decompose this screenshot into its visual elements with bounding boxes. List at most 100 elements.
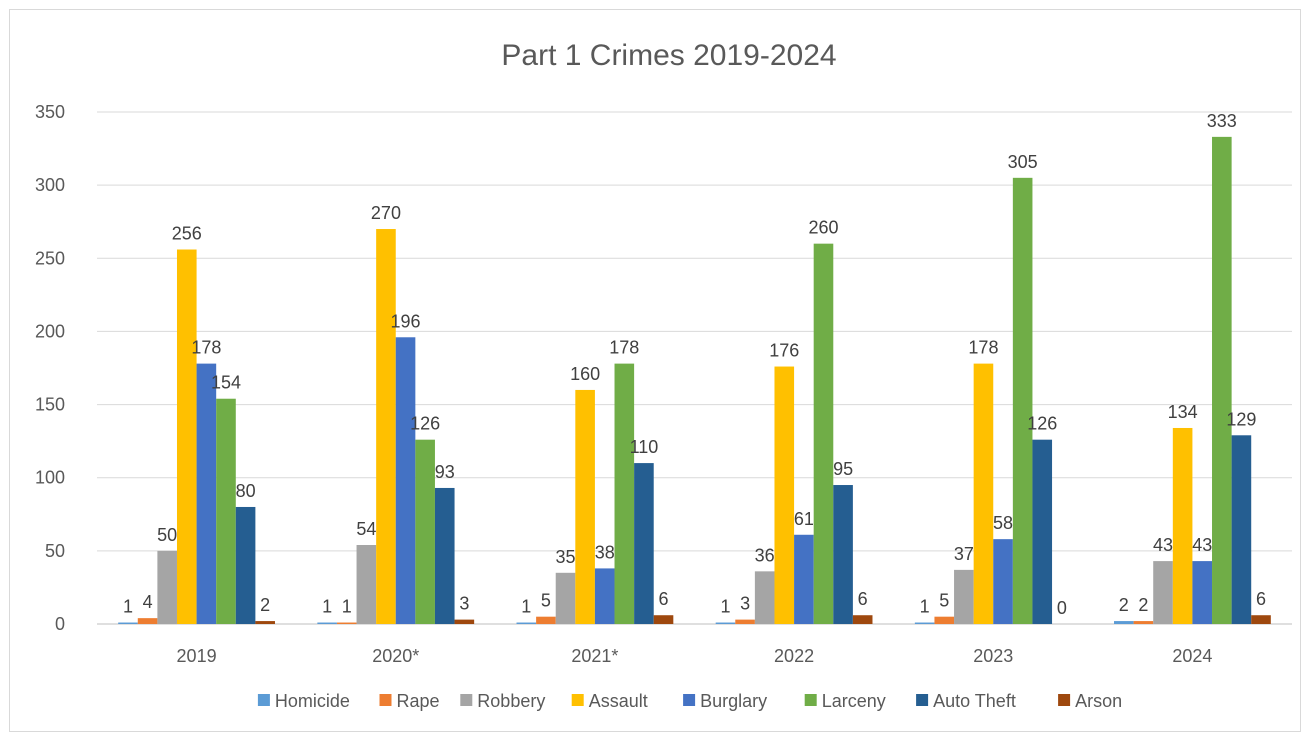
data-label: 95 [833,459,853,479]
data-label: 1 [342,597,352,617]
bar-rape-2022 [735,619,755,624]
bar-robbery-2023 [954,569,974,624]
y-tick-label: 0 [55,614,65,634]
bar-auto-theft-2024 [1231,435,1252,624]
data-label: 154 [211,373,241,393]
data-label: 1 [521,597,531,617]
bar-burglary-2023 [993,539,1013,624]
legend-swatch [916,694,929,706]
data-label: 160 [570,364,600,384]
legend-item-burglary: Burglary [683,691,767,711]
data-label: 80 [236,481,256,501]
y-tick-label: 50 [45,541,65,561]
bar-larceny-2023 [1012,177,1033,625]
data-label: 0 [1057,598,1067,618]
bar-rape-2021 [536,616,556,624]
data-label: 5 [541,591,551,611]
bar-rape-2019 [137,618,158,624]
data-label: 6 [1256,589,1266,609]
bar-robbery-2020 [356,545,377,624]
data-label: 54 [356,519,376,539]
data-label: 5 [939,591,949,611]
y-tick-label: 350 [35,102,65,122]
bar-assault-2022 [774,366,795,624]
data-label: 110 [630,437,659,457]
data-label: 2 [1138,595,1148,615]
chart-title: Part 1 Crimes 2019-2024 [501,39,836,72]
bar-burglary-2019 [196,363,217,624]
bar-assault-2023 [973,363,994,624]
data-label: 37 [954,544,974,564]
bar-robbery-2021 [555,572,576,624]
data-label: 6 [858,589,868,609]
x-tick-label: 2024 [1172,646,1212,666]
data-label: 129 [1226,409,1256,429]
legend-item-robbery: Robbery [460,691,545,711]
data-label: 3 [740,594,750,614]
x-tick-label: 2021* [571,646,618,666]
bar-auto-theft-2019 [235,506,256,624]
bar-larceny-2019 [216,398,236,624]
legend-label: Robbery [477,691,545,711]
y-tick-label: 150 [35,395,65,415]
bar-robbery-2019 [157,550,177,624]
x-tick-label: 2020* [372,646,419,666]
bar-arson-2024 [1251,615,1271,624]
x-tick-label: 2023 [973,646,1013,666]
x-tick-label: 2022 [774,646,814,666]
bar-auto-theft-2020 [434,487,455,624]
data-label: 126 [410,414,440,434]
data-label: 178 [968,338,998,358]
bar-arson-2021 [653,615,674,624]
bar-larceny-2022 [813,243,834,624]
bar-burglary-2022 [794,534,814,624]
legend: Homicide Rape Robbery Assault Burglary Larcen… [257,691,1122,711]
bar-rape-2020 [336,622,357,624]
data-label: 270 [371,203,401,223]
data-label: 93 [435,462,455,482]
legend-label: Auto Theft [933,691,1016,711]
legend-swatch [1058,694,1071,706]
data-label: 3 [459,594,469,614]
x-axis-ticks: 2019 2020* 2021* 2022 2023 2024 [177,646,1213,666]
y-tick-label: 300 [35,175,65,195]
bar-homicide-2019 [118,622,138,624]
gridlines [97,111,1292,625]
bar-robbery-2024 [1153,561,1173,624]
data-label: 178 [191,338,221,358]
bar-burglary-2020 [395,337,416,624]
data-label: 2 [1119,595,1129,615]
bar-larceny-2021 [614,363,635,624]
bar-larceny-2024 [1212,136,1232,624]
bar-arson-2022 [852,615,873,624]
legend-label: Larceny [822,691,886,711]
data-label: 58 [993,513,1013,533]
legend-swatch [379,694,392,706]
bar-homicide-2022 [715,622,736,624]
data-label: 6 [659,589,669,609]
bar-assault-2024 [1172,427,1193,624]
legend-label: Rape [397,691,440,711]
chart: Part 1 Crimes 2019-2024 0501001502002503… [35,39,1292,711]
data-label: 43 [1153,535,1173,555]
bar-homicide-2021 [516,622,537,624]
chart-frame: Part 1 Crimes 2019-2024 0 50 100 150 200 250 3… [9,9,1301,732]
bars [118,136,1271,625]
data-label: 35 [556,547,576,567]
bar-assault-2019 [176,249,197,624]
bar-larceny-2020 [415,439,435,624]
legend-swatch [571,694,584,706]
data-label: 134 [1168,402,1198,422]
legend-item-auto-theft: Auto Theft [916,691,1016,711]
bar-burglary-2021 [594,568,615,624]
y-tick-label: 250 [35,248,65,268]
data-label: 260 [808,218,838,238]
legend-swatch [460,694,473,706]
legend-item-arson: Arson [1058,691,1122,711]
legend-item-larceny: Larceny [804,691,886,711]
data-label: 43 [1192,535,1212,555]
data-label: 196 [391,311,421,331]
data-label: 1 [322,597,332,617]
bar-rape-2024 [1133,621,1154,624]
